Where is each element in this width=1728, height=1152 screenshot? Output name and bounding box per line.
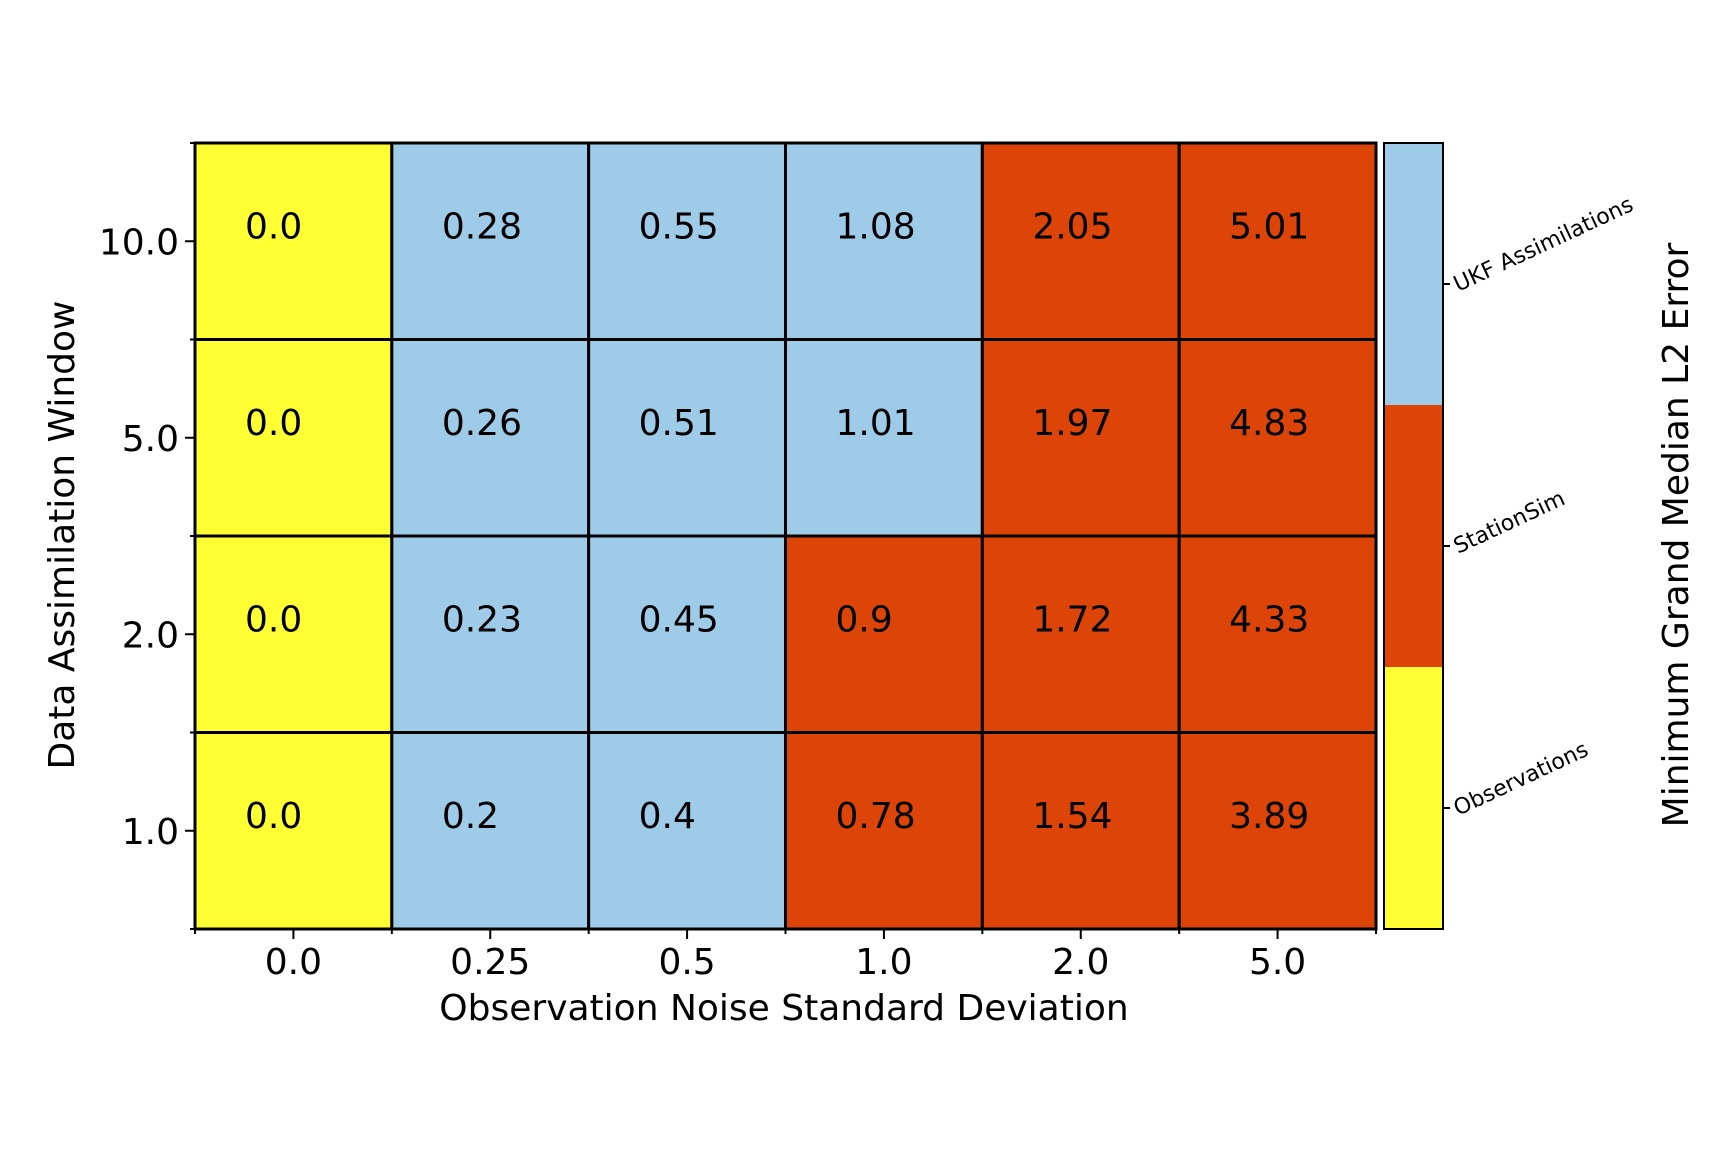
colorbar-tick-label: Observations [1450,737,1592,821]
cell-value-label: 0.2 [442,796,499,837]
colorbar-segment [1384,143,1443,405]
cell-value-label: 0.51 [639,403,719,444]
cell-value-label: 1.01 [836,403,916,444]
heatmap-cell [784,338,984,538]
cell-value-label: 0.4 [639,796,696,837]
colorbar-segment [1384,667,1443,929]
cell-value-label: 4.83 [1229,403,1309,444]
cell-value-label: 0.0 [245,403,302,444]
x-tick-label: 5.0 [1249,942,1306,983]
y-axis-ticks: 10.0 5.0 2.0 1.0 [99,142,195,930]
cell-value-label: 0.9 [836,599,893,640]
y-tick-label: 5.0 [122,419,179,460]
cell-value-label: 1.08 [836,206,916,247]
heatmap-cell [1177,534,1378,734]
cell-value-label: 0.55 [639,206,719,247]
heatmap-cell [390,731,591,931]
colorbar-tick-label: UKF Assimilations [1450,192,1637,297]
cell-value-label: 4.33 [1229,599,1309,640]
heatmap-cell [1177,141,1378,341]
y-tick-label: 10.0 [99,222,179,263]
cell-value-label: 0.45 [639,599,719,640]
heatmap-cell [390,338,591,538]
cell-value-label: 2.05 [1032,206,1112,247]
heatmap-cell [1177,338,1378,538]
cell-value-label: 0.26 [442,403,522,444]
cell-value-label: 0.0 [245,206,302,247]
heatmap-cell [980,731,1181,931]
heatmap-cell [784,534,984,734]
x-tick-label: 2.0 [1052,942,1109,983]
x-tick-label: 1.0 [855,942,912,983]
heatmap-cell [193,141,394,341]
x-axis-ticks: 0.0 0.25 0.5 1.0 2.0 5.0 [194,929,1377,983]
y-tick-label: 2.0 [122,615,179,656]
heatmap-cell [390,141,591,341]
colorbar-tick-label: StationSim [1450,486,1569,559]
heatmap-cells [193,141,1378,931]
x-tick-label: 0.25 [450,942,530,983]
cell-value-label: 1.72 [1032,599,1112,640]
cell-value-label: 1.97 [1032,403,1112,444]
cell-value-label: 0.0 [245,796,302,837]
colorbar-frame [1383,142,1444,930]
heatmap-cell [390,534,591,734]
colorbar-label: Minimum Grand Median L2 Error [1656,242,1697,827]
cell-value-label: 1.54 [1032,796,1112,837]
colorbar: Observations StationSim UKF Assimilations [1383,142,1637,930]
cell-value-label: 0.0 [245,599,302,640]
cell-value-label: 3.89 [1229,796,1309,837]
heatmap-cell [587,731,788,931]
x-axis-label: Observation Noise Standard Deviation [439,988,1128,1029]
cell-value-label: 0.23 [442,599,522,640]
cell-value-label: 0.78 [836,796,916,837]
x-tick-label: 0.0 [265,942,322,983]
y-tick-label: 1.0 [122,812,179,853]
colorbar-segment [1384,405,1443,667]
cell-value-labels: 0.0 0.28 0.55 1.08 2.05 5.01 0.0 0.26 0.51 1.01 1.… [245,206,1309,837]
heatmap-cell [980,534,1181,734]
y-axis-label: Data Assimilation Window [42,300,83,769]
cell-value-label: 5.01 [1229,206,1309,247]
heatmap-cell [193,731,394,931]
heatmap-cell [784,141,984,341]
x-tick-label: 0.5 [658,942,715,983]
cell-value-label: 0.28 [442,206,522,247]
heatmap-cell [784,731,984,931]
